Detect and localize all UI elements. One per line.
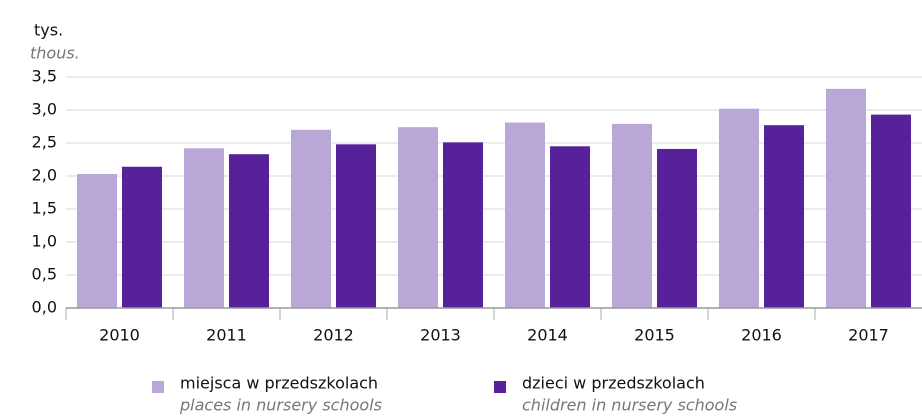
bar <box>122 166 162 308</box>
x-tick-label: 2010 <box>99 326 140 345</box>
legend-swatch <box>152 381 164 393</box>
bar <box>184 148 224 308</box>
y-tick-label: 0,5 <box>32 265 57 284</box>
bar <box>612 123 652 308</box>
y-axis-label: tys. <box>34 21 63 40</box>
y-tick-label: 2,0 <box>32 166 57 185</box>
legend-label-en: places in nursery schools <box>179 396 382 415</box>
legend-swatch <box>494 381 506 393</box>
bar <box>336 144 376 308</box>
bar <box>229 154 269 308</box>
bar <box>443 142 483 308</box>
x-tick-label: 2017 <box>848 326 889 345</box>
legend-label: miejsca w przedszkolach <box>180 374 378 393</box>
y-tick-label: 3,5 <box>32 67 57 86</box>
y-tick-label: 3,0 <box>32 100 57 119</box>
legend-label: dzieci w przedszkolach <box>522 374 705 393</box>
y-tick-label: 1,0 <box>32 232 57 251</box>
y-tick-label: 0,0 <box>32 298 57 317</box>
bar <box>505 122 545 308</box>
bar <box>826 88 866 308</box>
x-tick-label: 2011 <box>206 326 247 345</box>
bar <box>871 114 911 309</box>
x-tick-label: 2014 <box>527 326 568 345</box>
y-tick-label: 1,5 <box>32 199 57 218</box>
bar <box>719 108 759 309</box>
x-tick-label: 2016 <box>741 326 782 345</box>
bar <box>550 146 590 308</box>
x-tick-label: 2012 <box>313 326 354 345</box>
legend-label-en: children in nursery schools <box>522 396 737 415</box>
y-axis-label-en: thous. <box>30 44 80 63</box>
bar <box>291 129 331 308</box>
bar <box>764 125 804 309</box>
bar <box>657 148 697 308</box>
x-tick-label: 2015 <box>634 326 675 345</box>
y-tick-label: 2,5 <box>32 133 57 152</box>
bar <box>398 127 438 308</box>
bar <box>77 174 117 308</box>
x-tick-label: 2013 <box>420 326 461 345</box>
